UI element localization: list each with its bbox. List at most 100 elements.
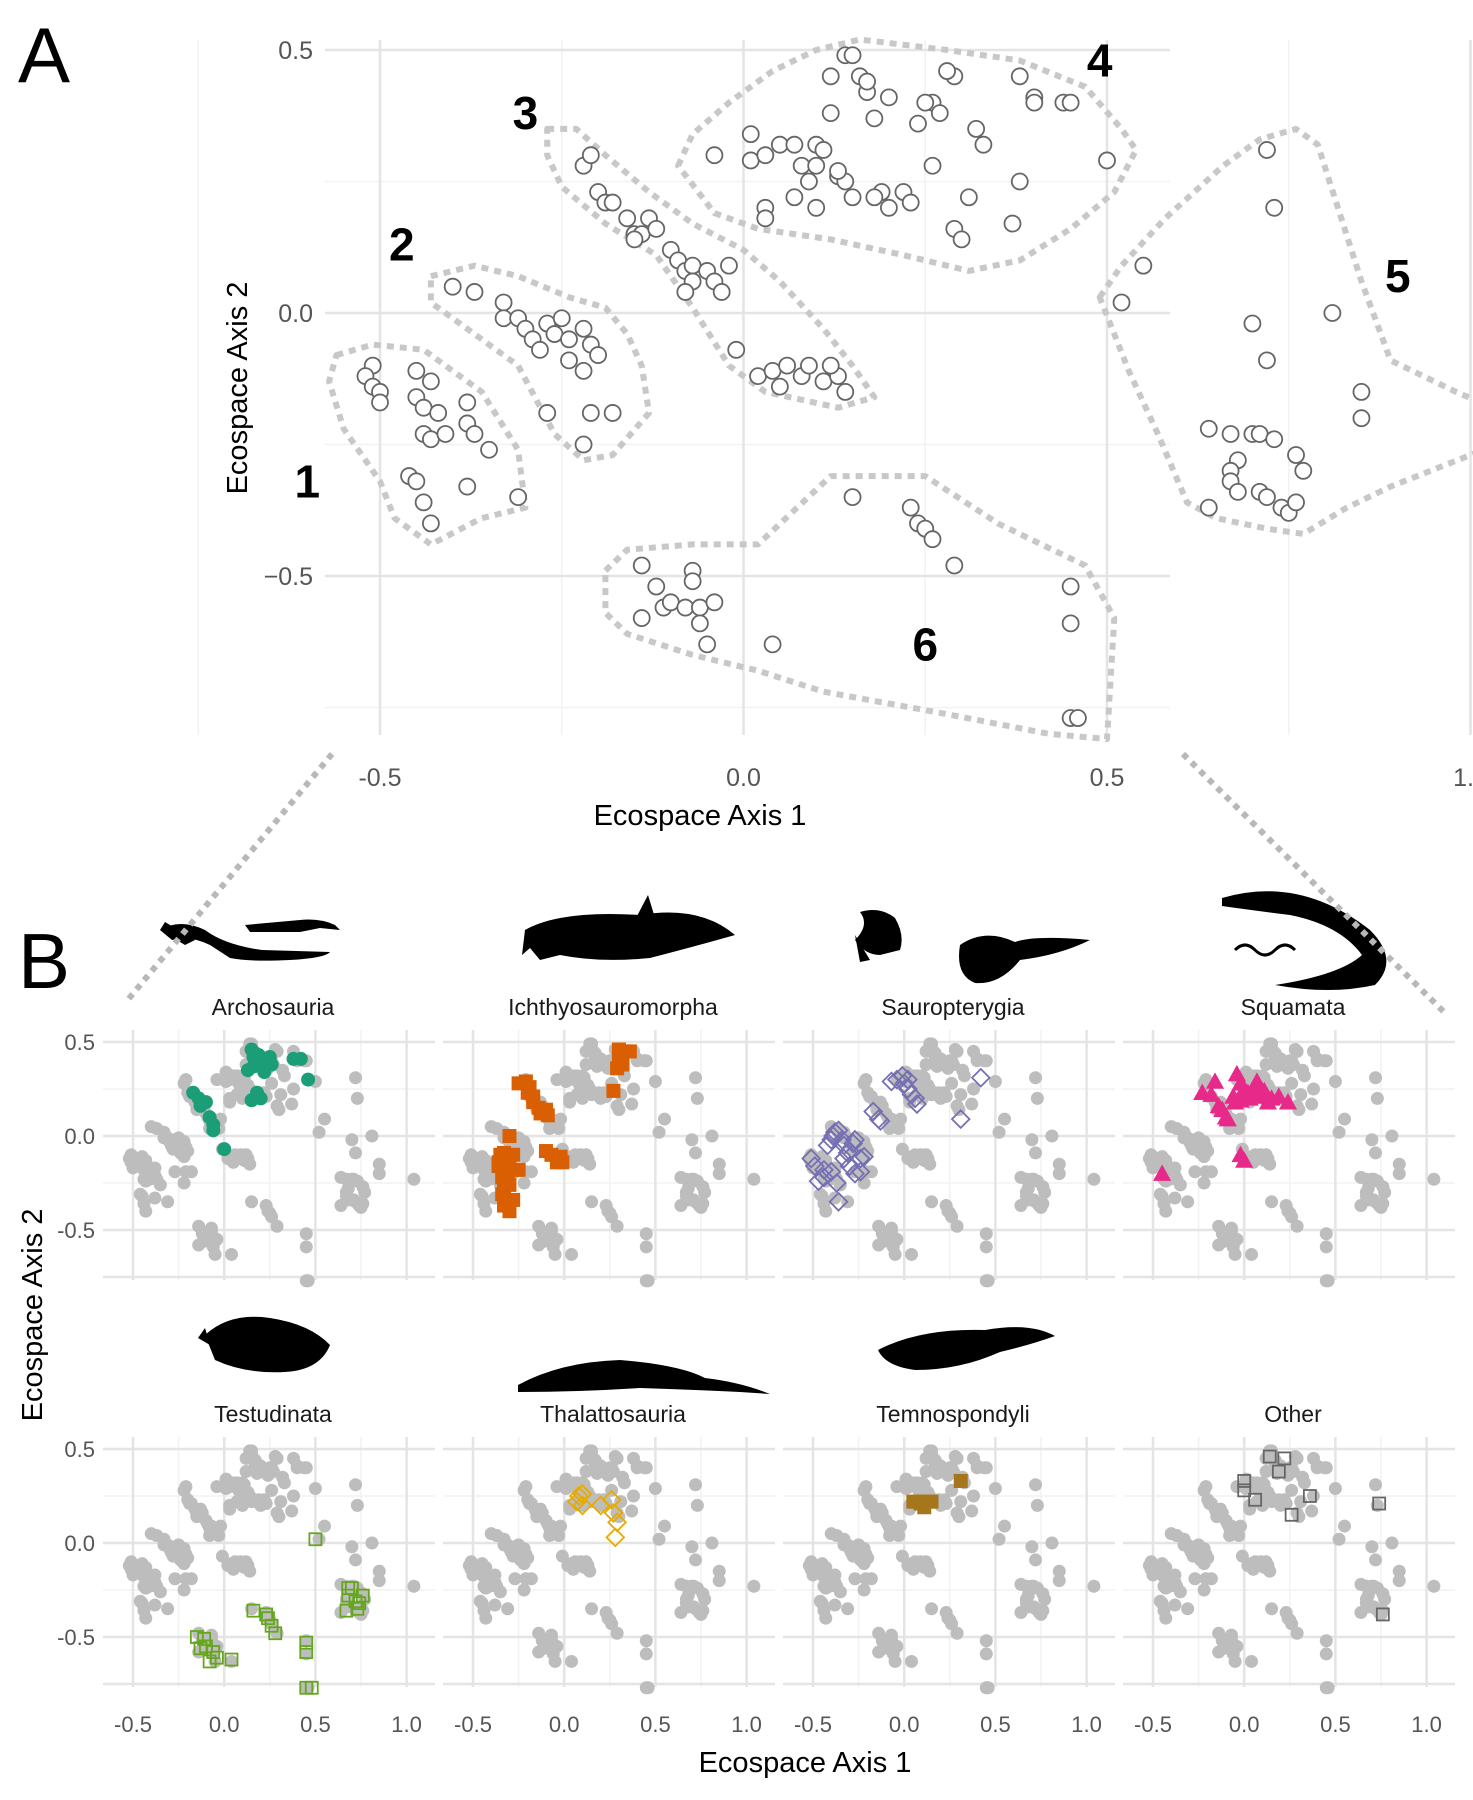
data-point (785, 135, 804, 154)
background-point (1321, 1681, 1335, 1695)
background-point (846, 1549, 860, 1563)
background-point (828, 1598, 842, 1612)
background-point (848, 1572, 862, 1586)
background-point (998, 1112, 1012, 1126)
background-point (1259, 1148, 1273, 1162)
data-point (741, 125, 760, 144)
background-point (612, 1103, 626, 1117)
data-point (807, 198, 826, 217)
silhouette-shape (245, 919, 340, 932)
background-point (1319, 1634, 1333, 1648)
highlight-point (915, 1494, 930, 1509)
highlight-point (953, 1473, 968, 1488)
background-point (1319, 1240, 1333, 1254)
background-point (299, 1461, 313, 1475)
background-point (230, 1495, 244, 1509)
highlight-point (801, 1148, 822, 1169)
background-point (639, 1647, 653, 1661)
data-point (465, 425, 484, 443)
data-point (421, 430, 440, 449)
background-point (1036, 1197, 1050, 1211)
x-tick-label: 1.0 (1071, 1712, 1102, 1737)
data-point (741, 151, 760, 170)
highlight-point (1284, 1507, 1299, 1522)
background-point (690, 1498, 704, 1512)
background-point (979, 1054, 993, 1068)
background-point (1052, 1157, 1066, 1171)
background-point (177, 1176, 191, 1190)
background-point (1230, 1232, 1244, 1246)
highlight-point (244, 1093, 259, 1108)
background-point (564, 1654, 578, 1668)
background-point (1234, 1112, 1248, 1126)
background-point (1210, 1510, 1224, 1524)
highlight-point (1375, 1607, 1390, 1622)
background-point (1197, 1176, 1211, 1190)
data-point (1199, 419, 1218, 438)
data-point (923, 530, 942, 549)
background-point (888, 1247, 902, 1261)
background-point (153, 1178, 167, 1192)
background-point (833, 1178, 847, 1192)
background-point (277, 1069, 291, 1083)
x-tick-label: -0.5 (794, 1712, 832, 1737)
data-point (720, 256, 738, 275)
background-point (833, 1585, 847, 1599)
data-point (858, 72, 876, 91)
data-point (676, 598, 695, 617)
background-point (919, 1058, 933, 1072)
data-point (1098, 151, 1116, 170)
facet-title: Archosauria (212, 994, 335, 1020)
background-point (1159, 1204, 1173, 1218)
highlight-point (566, 1491, 587, 1512)
background-point (161, 1602, 175, 1616)
background-point (1259, 1555, 1273, 1569)
panel-a-scatter: 1 2 3 4 5 6 -0.5 0.0 0.5 1.0 −0.5 0.0 0.5 Ecospace Ax… (197, 35, 1473, 832)
data-point (901, 498, 920, 517)
background-point (1319, 1461, 1333, 1475)
background-point (696, 1197, 710, 1211)
background-point (819, 1204, 833, 1218)
highlight-point (1269, 1087, 1288, 1104)
background-point (1290, 1219, 1304, 1233)
background-point (312, 1125, 326, 1139)
data-point (531, 340, 549, 359)
background-point (1338, 1112, 1352, 1126)
highlight-point (1248, 1492, 1263, 1507)
background-point (639, 1634, 653, 1648)
data-point (618, 209, 637, 228)
background-point (1204, 1165, 1218, 1179)
background-point (299, 1227, 313, 1241)
data-point (836, 382, 855, 401)
data-point (756, 146, 775, 165)
data-point (952, 230, 971, 249)
background-point (350, 1174, 364, 1188)
data-point (821, 356, 840, 375)
highlight-point (568, 1485, 589, 1507)
background-point (493, 1585, 507, 1599)
highlight-point (850, 1148, 871, 1169)
background-point (895, 1549, 909, 1563)
x-tick-label: 1.0 (1411, 1712, 1442, 1737)
highlight-point (264, 1618, 279, 1633)
facet-sauropterygia: Sauropterygia (783, 910, 1115, 1288)
background-point (153, 1585, 167, 1599)
data-point (647, 577, 666, 596)
facet-ichthyosauromorpha: Ichthyosauromorpha (443, 895, 775, 1288)
background-point (698, 1185, 712, 1199)
background-point (970, 1054, 984, 1068)
data-point (683, 256, 702, 275)
data-point (458, 477, 477, 496)
background-point (992, 1125, 1006, 1139)
background-point (1328, 1074, 1342, 1088)
data-point (901, 193, 920, 212)
background-point (925, 1195, 939, 1209)
highlight-point (1247, 1072, 1267, 1089)
highlight-point (502, 1129, 517, 1143)
data-point (560, 330, 578, 349)
background-point (1030, 1498, 1044, 1512)
data-point (792, 156, 811, 175)
background-point (277, 1476, 291, 1490)
data-point (1258, 141, 1276, 159)
highlight-point (1302, 1489, 1317, 1503)
